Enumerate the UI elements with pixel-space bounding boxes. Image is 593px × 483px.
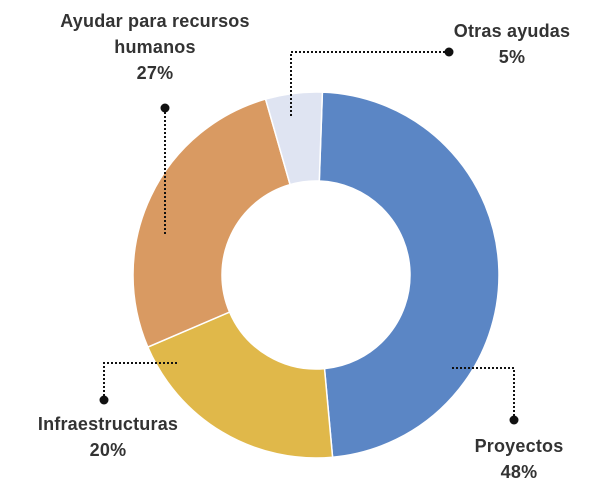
leader-line	[290, 51, 449, 118]
leader-dot	[99, 395, 109, 405]
leader-dot	[444, 47, 454, 57]
leader-dot	[509, 415, 519, 425]
donut-segment	[318, 91, 500, 459]
category-label: Ayudar para recursos humanos	[60, 11, 250, 57]
segment-label: Proyectos 48%	[439, 433, 593, 483]
donut-segment	[264, 91, 324, 186]
donut-segment	[146, 311, 334, 459]
segment-label: Infraestructuras 20%	[18, 411, 198, 463]
value-label: 20%	[89, 440, 127, 460]
segment-label: Otras ayudas 5%	[437, 18, 587, 70]
leader-dot	[160, 103, 170, 113]
category-label: Infraestructuras	[37, 414, 179, 434]
category-label: Proyectos	[474, 436, 564, 456]
value-label: 27%	[136, 63, 174, 83]
segment-label: Ayudar para recursos humanos 27%	[40, 8, 270, 86]
leader-line	[103, 362, 178, 400]
value-label: 48%	[500, 462, 538, 482]
value-label: 5%	[498, 47, 526, 67]
leader-line	[452, 367, 515, 420]
category-label: Otras ayudas	[453, 21, 571, 41]
donut-segment	[132, 98, 292, 349]
